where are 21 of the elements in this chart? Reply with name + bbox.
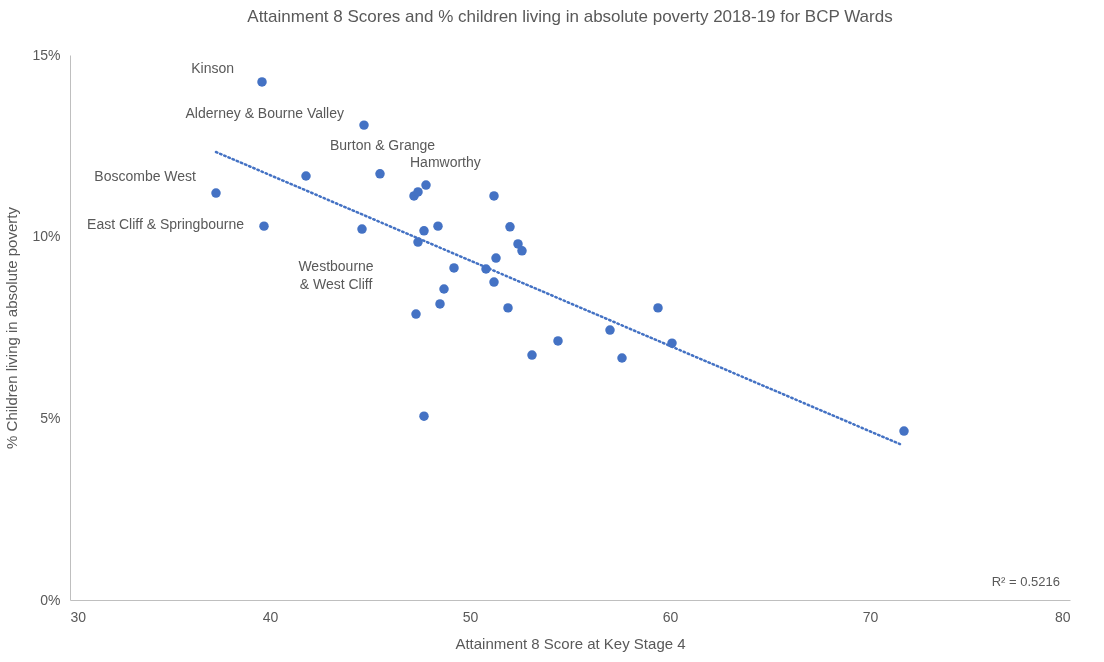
x-tick-label: 30 <box>70 608 87 625</box>
chart-title: Attainment 8 Scores and % children living in absolute poverty 2018-19 for BCP Wards <box>247 7 893 26</box>
annotation: Boscombe West <box>94 168 197 185</box>
annotation: Alderney & Bourne Valley <box>185 105 344 122</box>
x-tick-label: 50 <box>462 608 479 625</box>
annotation: Hamworthy <box>410 153 481 170</box>
y-tick-label: 5% <box>40 409 61 426</box>
x-axis-title: Attainment 8 Score at Key Stage 4 <box>455 634 686 652</box>
x-tick-label: 60 <box>662 608 679 625</box>
x-tick-label: 80 <box>1054 608 1071 625</box>
y-axis-title: % Children living in absolute poverty <box>3 206 21 449</box>
y-tick-label: 10% <box>32 228 61 245</box>
x-tick-label: 70 <box>862 608 879 625</box>
annotation: East Cliff & Springbourne <box>87 216 245 233</box>
y-tick-label: 0% <box>40 591 61 608</box>
x-tick-label: 40 <box>262 608 279 625</box>
y-tick-label: 15% <box>32 46 61 63</box>
annotation: Kinson <box>191 59 234 76</box>
annotation: Burton & Grange <box>330 136 436 153</box>
annotation: R² = 0.5216 <box>991 574 1060 589</box>
annotation: Westbourne & West Cliff <box>298 258 374 293</box>
